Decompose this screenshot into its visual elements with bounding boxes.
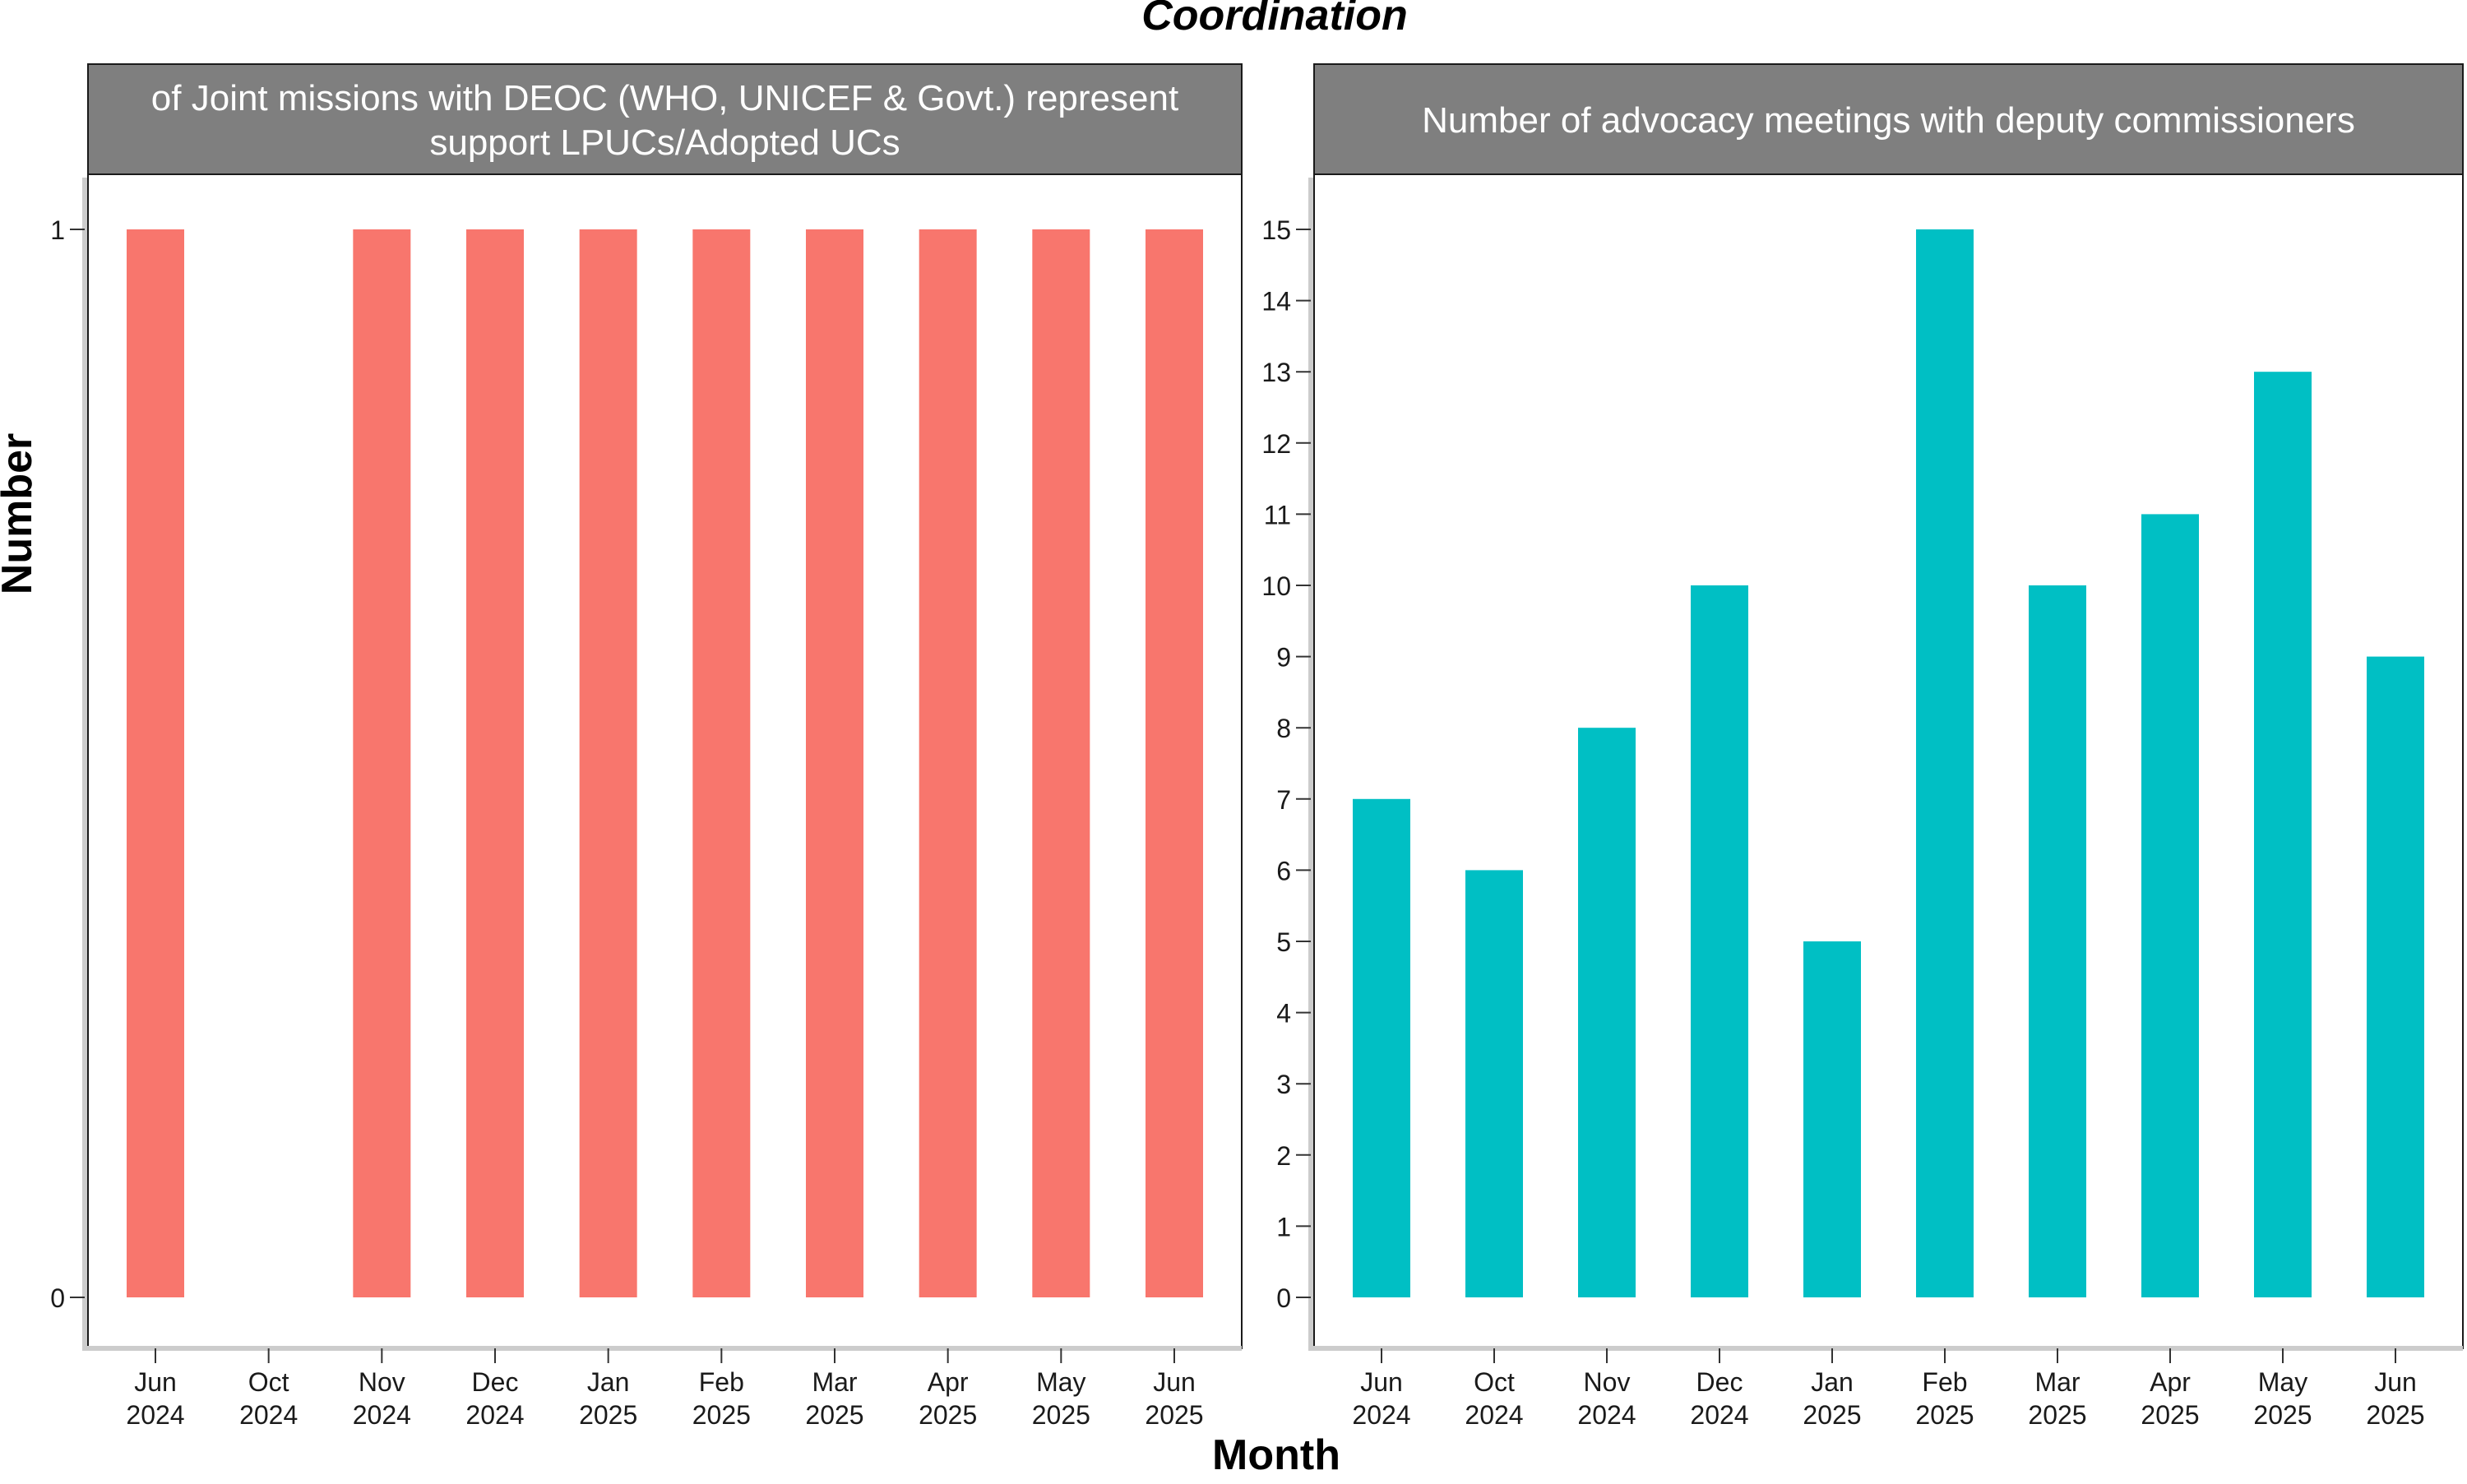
- facet-2-bar-3: [1578, 728, 1636, 1297]
- facet-2-x-tick-label-1-year: 2024: [1352, 1400, 1410, 1430]
- facet-2-y-tick-label-11: 11: [1264, 500, 1291, 529]
- facet-1-x-tick-label-3-month: Nov: [359, 1367, 405, 1397]
- facet-2-y-tick-label-8: 8: [1276, 714, 1291, 743]
- facet-2-x-tick-label-7-month: Mar: [2034, 1367, 2080, 1397]
- facet-1-x-tick-label-7-year: 2025: [805, 1400, 863, 1430]
- facet-2-x-tick-label-5-month: Jan: [1811, 1367, 1854, 1397]
- facet-2-y-tick-label-15: 15: [1261, 215, 1291, 245]
- facet-1-x-tick-label-2-year: 2024: [239, 1400, 298, 1430]
- facet-2-x-tick-label-3-year: 2024: [1577, 1400, 1636, 1430]
- facet-2-y-tick-label-12: 12: [1261, 429, 1291, 459]
- facet-2-bar-2: [1465, 870, 1523, 1297]
- facet-1-bar-8: [919, 229, 977, 1297]
- facet-2-x-tick-label-2-month: Oct: [1474, 1367, 1515, 1397]
- facet-1-x-tick-label-3-year: 2024: [353, 1400, 411, 1430]
- facet-2-x-tick-label-4-year: 2024: [1690, 1400, 1748, 1430]
- facet-2-x-tick-label-2-year: 2024: [1465, 1400, 1523, 1430]
- facet-2-strip-title-line-1: Number of advocacy meetings with deputy …: [1422, 100, 2355, 141]
- facet-2-bar-10: [2367, 656, 2424, 1297]
- facet-2-bar-7: [2029, 585, 2086, 1297]
- facet-1-x-tick-label-4-year: 2024: [465, 1400, 524, 1430]
- facet-1-bar-7: [806, 229, 863, 1297]
- facet-1-x-tick-label-8-year: 2025: [919, 1400, 977, 1430]
- chart-title: Coordination: [1141, 0, 1408, 39]
- facet-1-x-tick-label-5-month: Jan: [587, 1367, 630, 1397]
- facet-2-x-tick-label-9-month: May: [2258, 1367, 2307, 1397]
- facet-2-x-tick-label-4-month: Dec: [1696, 1367, 1743, 1397]
- facet-1-bar-5: [579, 229, 637, 1297]
- facet-1-x-tick-label-5-year: 2025: [579, 1400, 637, 1430]
- facet-1-x-tick-label-6-year: 2025: [692, 1400, 751, 1430]
- facet-1-x-tick-label-8-month: Apr: [928, 1367, 969, 1397]
- facet-strip-2: [1313, 63, 2464, 175]
- facet-2-bar-6: [1916, 229, 1974, 1297]
- facet-1-y-tick-label-0: 0: [50, 1283, 65, 1313]
- facet-1-bar-4: [466, 229, 524, 1297]
- facet-2-x-tick-label-8-year: 2025: [2141, 1400, 2199, 1430]
- facet-2-bar-1: [1353, 798, 1410, 1297]
- facet-2-y-tick-label-5: 5: [1276, 927, 1291, 957]
- facet-1-x-tick-label-1-month: Jun: [134, 1367, 177, 1397]
- facet-1-x-tick-label-10-month: Jun: [1153, 1367, 1196, 1397]
- facet-2-x-tick-label-6-month: Feb: [1922, 1367, 1967, 1397]
- facet-2-y-tick-label-7: 7: [1276, 785, 1291, 815]
- facet-2-y-tick-label-13: 13: [1261, 358, 1291, 387]
- facet-1-bar-10: [1146, 229, 1203, 1297]
- facet-2-x-tick-label-7-year: 2025: [2028, 1400, 2086, 1430]
- facet-1-bar-1: [127, 229, 184, 1297]
- x-axis-label: Month: [1212, 1431, 1340, 1479]
- facet-2-y-tick-label-3: 3: [1276, 1070, 1291, 1099]
- facet-2-y-tick-label-6: 6: [1276, 856, 1291, 885]
- facet-2-x-tick-label-8-month: Apr: [2150, 1367, 2191, 1397]
- facet-2-y-tick-label-10: 10: [1261, 571, 1291, 601]
- facet-2-bar-5: [1803, 941, 1861, 1297]
- facet-2-y-tick-label-0: 0: [1276, 1283, 1291, 1313]
- facet-2-x-tick-label-1-month: Jun: [1360, 1367, 1403, 1397]
- facet-2-x-tick-label-5-year: 2025: [1803, 1400, 1861, 1430]
- facet-1-x-tick-label-9-month: May: [1036, 1367, 1085, 1397]
- facet-2-x-tick-label-6-year: 2025: [1915, 1400, 1974, 1430]
- facet-2-bar-8: [2141, 514, 2199, 1297]
- facet-1-x-tick-label-1-year: 2024: [126, 1400, 184, 1430]
- facet-1-x-tick-label-7-month: Mar: [812, 1367, 857, 1397]
- facet-1-x-tick-label-6-month: Feb: [699, 1367, 744, 1397]
- facet-1-x-tick-label-2-month: Oct: [248, 1367, 289, 1397]
- facet-2-x-tick-label-10-month: Jun: [2374, 1367, 2417, 1397]
- facet-2-y-tick-label-14: 14: [1261, 287, 1291, 317]
- facet-2-x-tick-label-9-year: 2025: [2253, 1400, 2312, 1430]
- facet-1-y-tick-label-1: 1: [50, 215, 65, 245]
- facet-1-strip-title-line-1: of Joint missions with DEOC (WHO, UNICEF…: [151, 78, 1178, 118]
- facet-2-y-tick-label-2: 2: [1276, 1141, 1291, 1171]
- facet-1-x-tick-label-4-month: Dec: [472, 1367, 519, 1397]
- facet-2-bar-4: [1691, 585, 1748, 1297]
- facet-2-bar-9: [2254, 372, 2312, 1298]
- facet-2-x-tick-label-3-month: Nov: [1584, 1367, 1631, 1397]
- facet-1-x-tick-label-9-year: 2025: [1032, 1400, 1090, 1430]
- facet-1-bar-6: [692, 229, 751, 1297]
- facet-1-bar-9: [1032, 229, 1090, 1297]
- facet-2-x-tick-label-10-year: 2025: [2366, 1400, 2424, 1430]
- facet-2-y-tick-label-1: 1: [1276, 1212, 1291, 1241]
- y-axis-label: Number: [0, 433, 41, 594]
- facet-2-y-tick-label-4: 4: [1276, 999, 1291, 1029]
- facet-1-bar-3: [353, 229, 411, 1297]
- facet-strip-1: [87, 63, 1243, 175]
- facet-1-x-tick-label-10-year: 2025: [1145, 1400, 1203, 1430]
- facet-2-y-tick-label-9: 9: [1276, 643, 1291, 673]
- facet-1-strip-title-line-2: support LPUCs/Adopted UCs: [429, 123, 900, 163]
